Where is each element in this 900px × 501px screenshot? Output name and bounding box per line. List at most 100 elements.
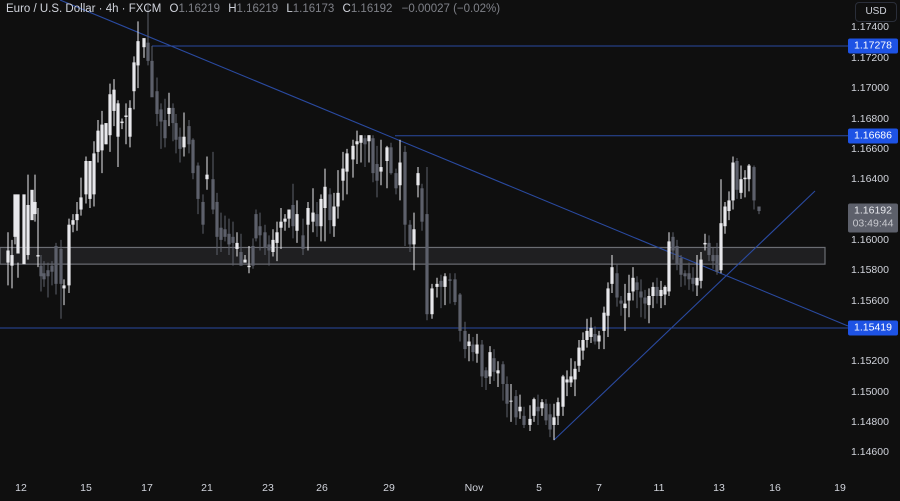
candle-body <box>39 265 43 277</box>
candle-body <box>116 103 120 137</box>
candle-body <box>467 341 471 347</box>
candle-body <box>124 115 128 117</box>
symbol-title[interactable]: Euro / U.S. Dollar · 4h · FXCM <box>6 3 162 15</box>
candle-body <box>336 192 340 207</box>
time-tick: 29 <box>383 482 395 494</box>
price-tick: 1.17000 <box>851 82 889 95</box>
candle-body <box>267 244 271 251</box>
candle-body <box>295 214 299 231</box>
time-tick: 13 <box>713 482 725 494</box>
candle-body <box>420 188 424 222</box>
candle-body <box>731 162 735 201</box>
candle-body <box>215 201 219 237</box>
price-tick: 1.15200 <box>851 355 889 368</box>
candle-body <box>453 279 457 303</box>
candle-body <box>552 417 556 425</box>
zone-rect[interactable] <box>0 246 826 265</box>
horizontal-levels[interactable] <box>0 45 848 329</box>
candle-body <box>412 229 416 245</box>
bar-countdown: 03:49:44 <box>852 217 894 230</box>
candle-body <box>532 399 536 416</box>
candle-body <box>22 194 26 265</box>
candle-body <box>509 400 513 402</box>
candle-body <box>439 280 443 287</box>
price-axis[interactable]: 1.17400 1.17200 1.17000 1.16800 1.16600 1.164… <box>845 0 900 478</box>
time-tick: 19 <box>834 482 846 494</box>
candle-body <box>142 38 146 48</box>
candle-body <box>178 136 182 149</box>
candle-body <box>463 330 467 350</box>
price-tick: 1.17200 <box>851 51 889 64</box>
candle-body <box>723 206 727 227</box>
time-tick: Nov <box>464 482 484 494</box>
low-label: L <box>286 3 293 15</box>
candle-body <box>623 303 627 309</box>
candle-body <box>719 223 723 271</box>
candle-body <box>711 255 715 262</box>
candle-body <box>108 94 112 136</box>
candle-body <box>556 402 560 416</box>
candle-body <box>196 165 200 199</box>
currency-button[interactable]: USD <box>855 2 897 22</box>
candle-body <box>88 160 92 199</box>
candle-body <box>187 126 191 145</box>
candle-body <box>291 204 295 227</box>
price-tick: 1.16600 <box>851 142 889 155</box>
candle-body <box>351 145 355 160</box>
level-price-label: 1.16686 <box>848 128 898 144</box>
candle-body <box>505 383 509 404</box>
candle-body <box>679 258 683 275</box>
close-value: 1.16192 <box>350 3 393 15</box>
price-tick: 1.16000 <box>851 233 889 246</box>
candle-body <box>528 418 532 425</box>
candle-body <box>484 370 488 378</box>
candle-body <box>443 276 447 287</box>
time-tick: 7 <box>596 482 602 494</box>
candle-body <box>408 224 412 245</box>
candle-body <box>631 277 635 292</box>
candle-body <box>643 297 647 304</box>
candle-body <box>92 153 96 195</box>
candle-body <box>163 120 167 139</box>
candle-body <box>301 235 305 249</box>
candle-body <box>128 107 132 137</box>
candle-body <box>435 283 439 287</box>
candle-body <box>385 147 389 161</box>
candle-body <box>359 135 363 143</box>
time-tick: 16 <box>769 482 781 494</box>
candle-body <box>112 89 116 111</box>
price-zone[interactable] <box>0 246 826 265</box>
ascending-trendline[interactable] <box>553 190 816 441</box>
candle-body <box>155 91 159 114</box>
candle-body <box>471 344 475 353</box>
candle-body <box>174 123 178 140</box>
candle-body <box>159 109 163 122</box>
candle-body <box>328 194 332 221</box>
candle-body <box>323 186 327 209</box>
candle-body <box>496 370 500 374</box>
candle-body <box>619 300 623 304</box>
candle-body <box>332 206 336 227</box>
candle-body <box>394 173 398 189</box>
candle-body <box>287 209 291 219</box>
candle-body <box>16 194 20 254</box>
candle-body <box>651 286 655 297</box>
candle-body <box>425 214 429 315</box>
candle-body <box>247 265 251 268</box>
candle-body <box>448 279 452 281</box>
candle-body <box>205 174 209 180</box>
candle-body <box>33 201 37 215</box>
candle-body <box>50 265 54 272</box>
candle-body <box>227 233 231 245</box>
candle-body <box>585 330 589 340</box>
candle-body <box>687 273 691 280</box>
candle-body <box>182 136 186 148</box>
candle-body <box>514 396 518 418</box>
candle-body <box>30 189 34 221</box>
time-axis[interactable]: 12 15 17 21 23 26 29 Nov 5 7 11 13 16 19 <box>0 482 900 501</box>
candle-body <box>120 121 124 124</box>
candle-body <box>136 41 140 66</box>
candle-body <box>480 344 484 377</box>
candle-body <box>389 147 393 174</box>
